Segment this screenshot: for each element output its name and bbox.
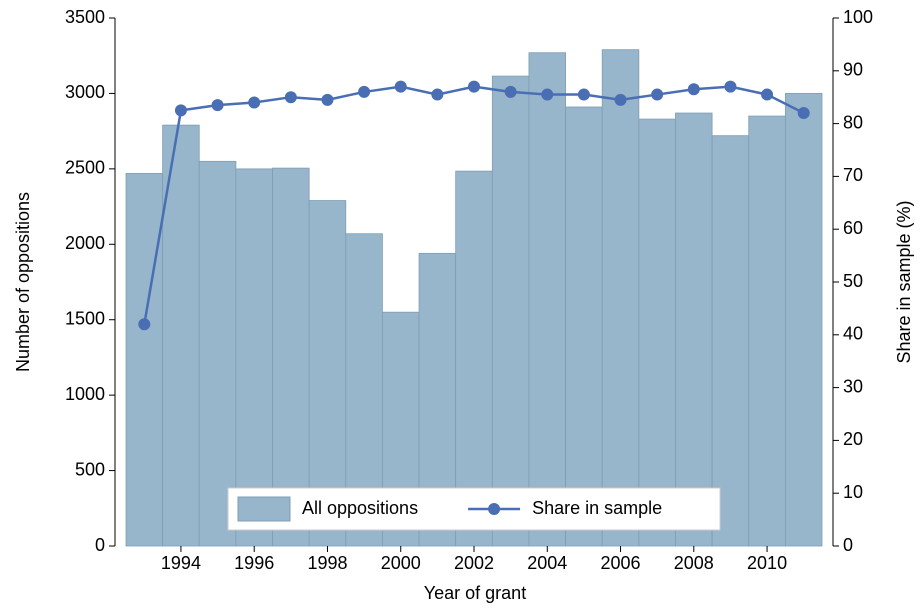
y-tick-label: 2500 [65,158,105,178]
bar [272,167,310,547]
line-point [797,107,810,120]
x-tick-label: 1994 [161,553,201,573]
y-tick-label: 3500 [65,7,105,27]
x-tick-label: 2000 [381,553,421,573]
y2-tick-label: 80 [843,112,863,132]
line-point [138,318,151,331]
y-axis-label: Number of oppositions [13,192,33,372]
y2-tick-label: 100 [843,7,873,27]
y2-axis-label: Share in sample (%) [894,200,914,363]
bar [784,93,823,547]
line-point [284,91,297,104]
legend-label: Share in sample [532,498,662,518]
line-point [174,104,187,117]
y2-tick-label: 10 [843,482,863,502]
bar [638,118,676,547]
x-tick-label: 1998 [307,553,347,573]
legend-label: All oppositions [302,498,418,518]
line-point [541,88,554,101]
x-tick-label: 1996 [234,553,274,573]
line-point [761,88,774,101]
line-point [614,93,627,106]
legend-swatch [488,503,501,515]
bar [601,49,640,547]
y2-tick-label: 20 [843,429,863,449]
bar [235,168,273,547]
x-axis-label: Year of grant [424,583,526,603]
bar [491,75,530,547]
line-point [394,80,407,93]
legend-swatch [237,496,291,522]
bar [125,172,164,547]
line-point [468,80,480,93]
x-tick-label: 2002 [454,553,494,573]
y2-tick-label: 90 [843,60,863,80]
y2-tick-label: 40 [843,324,863,344]
line-point [431,88,444,101]
line-point [211,99,224,112]
line-point [577,88,590,101]
bar [675,112,713,547]
y-tick-label: 2000 [65,233,105,253]
line-point [724,80,737,93]
line-point [248,96,261,109]
bar [748,115,786,547]
bar [198,160,237,547]
x-tick-label: 2008 [674,553,714,573]
y2-tick-label: 0 [843,535,853,555]
bar [711,135,750,547]
y2-tick-label: 30 [843,376,863,396]
line-point [687,83,700,96]
bar [528,52,566,547]
line-point [358,85,371,98]
line-point [651,88,664,101]
y-tick-label: 3000 [65,82,105,102]
y-tick-label: 1000 [65,384,105,404]
x-tick-label: 2010 [747,553,787,573]
line-point [321,93,334,106]
line-point [504,85,517,98]
legend: All oppositions Share in sample [227,487,721,531]
y-tick-label: 1500 [65,308,105,328]
x-tick-label: 2004 [527,553,567,573]
y-tick-label: 0 [95,535,105,555]
bar [565,106,603,547]
y2-tick-label: 60 [843,218,863,238]
y-tick-label: 500 [75,459,105,479]
y2-tick-label: 50 [843,271,863,291]
bar [162,124,200,547]
y2-tick-label: 70 [843,165,863,185]
x-tick-label: 2006 [601,553,641,573]
